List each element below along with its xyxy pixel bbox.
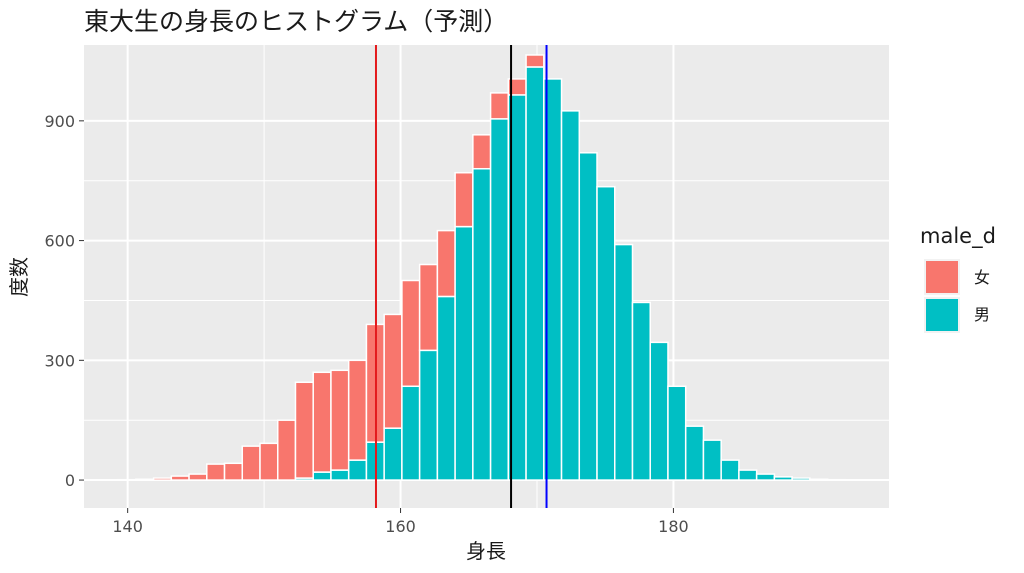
bar-male xyxy=(312,471,332,481)
bar-female xyxy=(330,369,350,471)
x-tick-label: 160 xyxy=(385,517,416,536)
chart-title: 東大生の身長のヒストグラム（予測） xyxy=(84,7,508,36)
y-tick-label: 900 xyxy=(44,112,75,131)
bar-male xyxy=(347,459,368,481)
bar-female xyxy=(383,313,403,429)
bar-male xyxy=(489,118,510,481)
x-axis-ticks: 140 160 180 xyxy=(112,508,689,536)
bar-female xyxy=(206,463,226,481)
y-tick-label: 300 xyxy=(44,351,75,370)
y-tick-label: 600 xyxy=(44,232,75,251)
bar-female xyxy=(525,54,545,68)
bar-male xyxy=(472,167,492,481)
bar-male xyxy=(454,225,474,481)
bar-female xyxy=(347,359,368,461)
bar-male xyxy=(809,478,829,481)
bar-female xyxy=(489,92,510,120)
histogram-bars xyxy=(117,54,847,481)
bar-male xyxy=(791,477,811,481)
reference-lines xyxy=(374,45,548,508)
bar-female xyxy=(152,477,173,481)
legend-swatch-female xyxy=(926,261,958,293)
bar-male xyxy=(667,385,687,481)
bar-male xyxy=(738,469,758,481)
bar-female xyxy=(454,171,474,228)
bar-female xyxy=(472,134,492,170)
bar-male xyxy=(684,425,705,481)
bar-female xyxy=(241,445,261,481)
bar-female xyxy=(276,419,297,481)
bar-male xyxy=(560,110,581,481)
bar-male xyxy=(401,385,421,481)
bar-male xyxy=(383,427,403,481)
bar-male xyxy=(330,469,350,481)
legend-label-female: 女 xyxy=(974,268,990,287)
y-axis-ticks: 0 300 600 900 xyxy=(44,112,84,490)
x-tick-label: 180 xyxy=(658,517,689,536)
bar-male xyxy=(525,66,545,481)
x-axis-title: 身長 xyxy=(466,539,506,563)
bar-male xyxy=(631,301,651,481)
bar-female xyxy=(294,381,314,479)
bar-male xyxy=(436,295,456,481)
legend-label-male: 男 xyxy=(974,305,990,324)
bar-male xyxy=(755,473,776,481)
y-tick-label: 0 xyxy=(65,471,75,490)
bar-male xyxy=(649,341,669,481)
legend-title: male_d xyxy=(920,224,996,249)
bar-male xyxy=(720,459,740,481)
bar-male xyxy=(418,349,439,481)
bar-female xyxy=(259,442,279,481)
bar-male xyxy=(773,476,793,481)
legend-swatch-male xyxy=(926,299,958,331)
bar-male xyxy=(578,152,598,481)
bar-female xyxy=(312,371,332,473)
bar-female xyxy=(401,279,421,388)
x-tick-label: 140 xyxy=(112,517,143,536)
bar-female xyxy=(418,263,439,352)
bar-female xyxy=(223,462,244,481)
y-axis-title: 度数 xyxy=(7,257,31,297)
bar-male xyxy=(596,185,616,481)
bar-male xyxy=(702,439,722,481)
bar-female xyxy=(188,473,208,481)
bar-male xyxy=(614,243,634,481)
bar-female xyxy=(135,478,155,481)
bar-female xyxy=(170,475,190,481)
bar-female xyxy=(436,229,456,298)
